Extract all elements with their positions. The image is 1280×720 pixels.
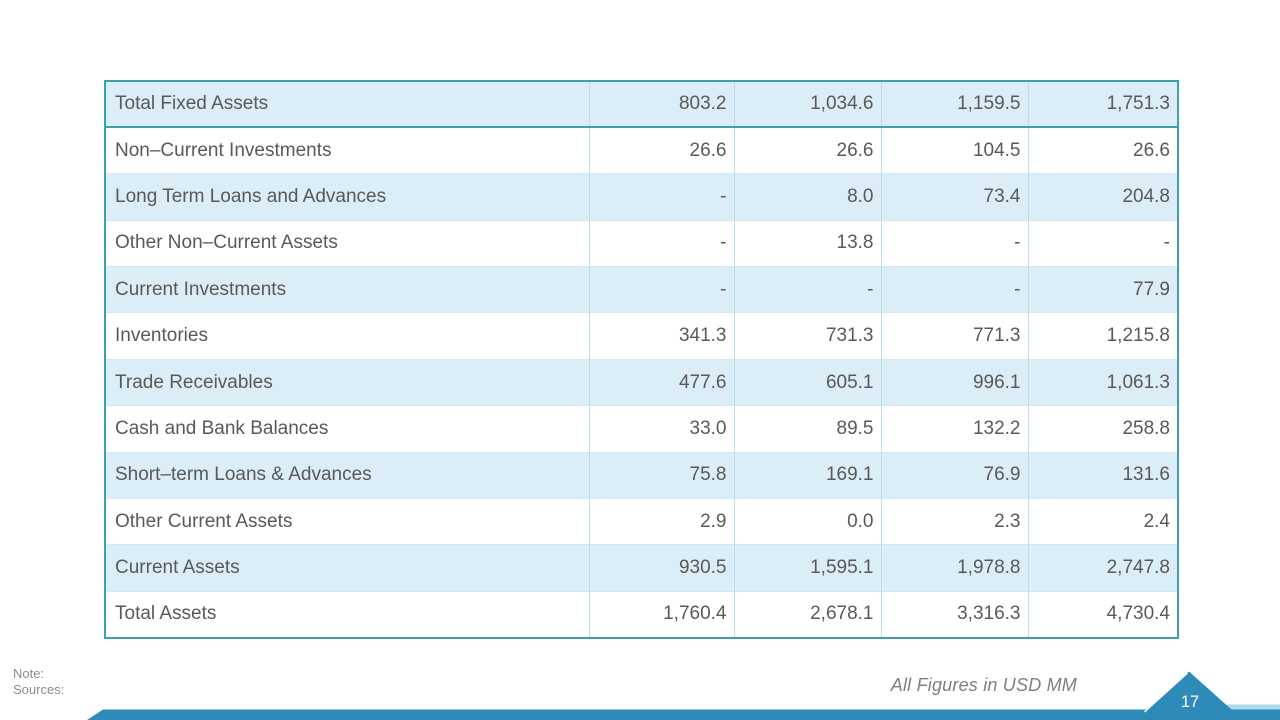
cell-value: - (880, 219, 1028, 267)
cell-value: 771.3 (880, 312, 1028, 360)
cell-value: 1,595.1 (733, 544, 881, 592)
cell-value: 104.5 (880, 126, 1028, 174)
cell-value: - (588, 219, 734, 267)
cell-value: 1,034.6 (733, 81, 881, 129)
figures-unit-note: All Figures in USD MM (890, 675, 1077, 695)
table-row: Other Current Assets 2.9 0.0 2.3 2.4 (105, 498, 1178, 545)
cell-value: 77.9 (1027, 266, 1178, 313)
cell-value: 204.8 (1027, 173, 1178, 221)
row-label: Cash and Bank Balances (105, 405, 589, 453)
cell-value: - (588, 173, 734, 221)
table-row: Non–Current Investments 26.6 26.6 104.5 … (105, 126, 1178, 174)
cell-value: 169.1 (733, 451, 881, 499)
cell-value: 605.1 (733, 358, 881, 406)
table-row: Long Term Loans and Advances - 8.0 73.4 … (105, 173, 1178, 221)
cell-value: 73.4 (880, 173, 1028, 221)
footnote-block: Note: Sources: (13, 666, 64, 698)
table-row: Cash and Bank Balances 33.0 89.5 132.2 2… (105, 405, 1178, 453)
cell-value: 76.9 (880, 451, 1028, 499)
cell-value: 803.2 (588, 81, 734, 129)
cell-value: 3,316.3 (880, 590, 1028, 638)
row-label: Current Assets (105, 544, 589, 592)
triangle-highlight-edge (1143, 672, 1189, 713)
table-row: Trade Receivables 477.6 605.1 996.1 1,06… (105, 358, 1178, 406)
row-label: Non–Current Investments (105, 126, 589, 174)
cell-value: 2,678.1 (733, 590, 881, 638)
table-row: Short–term Loans & Advances 75.8 169.1 7… (105, 451, 1178, 499)
cell-value: 89.5 (733, 405, 881, 453)
page-marker-triangle (1146, 671, 1232, 710)
cell-value: 4,730.4 (1027, 590, 1178, 638)
table-row: Total Assets 1,760.4 2,678.1 3,316.3 4,7… (105, 590, 1178, 638)
cell-value: 131.6 (1027, 451, 1178, 499)
cell-value: 26.6 (1027, 126, 1178, 174)
cell-value: 1,760.4 (588, 590, 734, 638)
row-label: Total Assets (105, 590, 589, 638)
cell-value: - (588, 266, 734, 313)
table-row: Current Assets 930.5 1,595.1 1,978.8 2,7… (105, 544, 1178, 592)
cell-value: 1,159.5 (880, 81, 1028, 129)
footer-bar (87, 709, 1280, 720)
table-row: Other Non–Current Assets - 13.8 - - (105, 219, 1178, 267)
cell-value: 0.0 (733, 498, 881, 545)
sources-label: Sources: (13, 682, 65, 697)
cell-value: 731.3 (733, 312, 881, 360)
table-row: Inventories 341.3 731.3 771.3 1,215.8 (105, 312, 1178, 360)
cell-value: 477.6 (588, 358, 734, 406)
table-row: Current Investments - - - 77.9 (105, 266, 1178, 313)
row-label: Other Current Assets (105, 498, 589, 545)
cell-value: 1,061.3 (1027, 358, 1178, 406)
cell-value: 132.2 (880, 405, 1028, 453)
cell-value: 2.9 (588, 498, 734, 545)
note-label: Note: (13, 666, 45, 681)
cell-value: 2.3 (880, 498, 1028, 545)
cell-value: 1,215.8 (1027, 312, 1178, 360)
page-number: 17 (1181, 693, 1199, 711)
row-label: Current Investments (105, 266, 589, 313)
cell-value: 33.0 (588, 405, 734, 453)
cell-value: 341.3 (588, 312, 734, 360)
financial-table: Total Fixed Assets 803.2 1,034.6 1,159.5… (104, 80, 1179, 639)
row-label: Inventories (105, 312, 589, 360)
cell-value: 996.1 (880, 358, 1028, 406)
row-label: Long Term Loans and Advances (105, 173, 589, 221)
footer-strip (1185, 704, 1280, 710)
cell-value: 2.4 (1027, 498, 1178, 545)
cell-value: 26.6 (733, 126, 881, 174)
cell-value: 2,747.8 (1027, 544, 1178, 592)
row-label: Trade Receivables (105, 358, 589, 406)
cell-value: 8.0 (733, 173, 881, 221)
cell-value: 930.5 (588, 544, 734, 592)
cell-value: 26.6 (588, 126, 734, 174)
cell-value: - (880, 266, 1028, 313)
cell-value: - (733, 266, 881, 313)
row-label: Short–term Loans & Advances (105, 451, 589, 499)
cell-value: 1,751.3 (1027, 81, 1178, 129)
row-label: Total Fixed Assets (105, 81, 589, 129)
row-label: Other Non–Current Assets (105, 219, 589, 267)
cell-value: 258.8 (1027, 405, 1178, 453)
cell-value: 13.8 (733, 219, 881, 267)
cell-value: 1,978.8 (880, 544, 1028, 592)
table-row: Total Fixed Assets 803.2 1,034.6 1,159.5… (105, 81, 1178, 129)
cell-value: - (1027, 219, 1178, 267)
cell-value: 75.8 (588, 451, 734, 499)
